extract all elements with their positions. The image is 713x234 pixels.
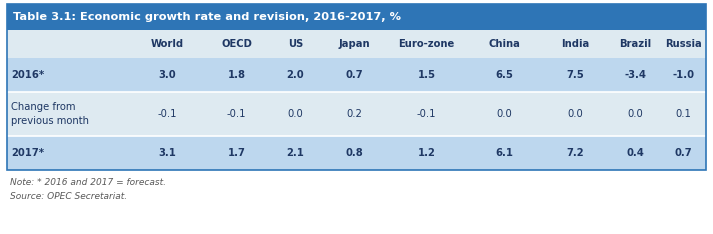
Text: 2.0: 2.0 — [287, 70, 304, 80]
Text: OECD: OECD — [221, 39, 252, 49]
Bar — [7, 4, 706, 170]
Text: -3.4: -3.4 — [625, 70, 647, 80]
Text: -0.1: -0.1 — [417, 109, 436, 119]
Text: 7.2: 7.2 — [566, 148, 584, 158]
Text: 0.0: 0.0 — [287, 109, 303, 119]
Bar — [7, 92, 706, 136]
Text: 0.0: 0.0 — [567, 109, 583, 119]
Text: Japan: Japan — [338, 39, 370, 49]
Text: Note: * 2016 and 2017 = forecast.: Note: * 2016 and 2017 = forecast. — [10, 178, 166, 187]
Text: Euro-zone: Euro-zone — [399, 39, 455, 49]
Text: India: India — [561, 39, 589, 49]
Text: Brazil: Brazil — [620, 39, 652, 49]
Text: 0.7: 0.7 — [345, 70, 363, 80]
Text: 2017*: 2017* — [11, 148, 44, 158]
Text: Change from
previous month: Change from previous month — [11, 102, 89, 126]
Text: 2.1: 2.1 — [287, 148, 304, 158]
Text: 0.8: 0.8 — [345, 148, 363, 158]
Text: 0.2: 0.2 — [346, 109, 362, 119]
Text: 1.8: 1.8 — [227, 70, 245, 80]
Bar — [7, 30, 706, 58]
Bar — [7, 58, 706, 92]
Text: 0.7: 0.7 — [674, 148, 692, 158]
Text: 7.5: 7.5 — [566, 70, 584, 80]
Text: -1.0: -1.0 — [672, 70, 694, 80]
Text: 0.0: 0.0 — [627, 109, 643, 119]
Text: 3.1: 3.1 — [158, 148, 176, 158]
Text: 0.1: 0.1 — [675, 109, 692, 119]
Text: -0.1: -0.1 — [158, 109, 178, 119]
Text: 1.5: 1.5 — [418, 70, 436, 80]
Text: 6.5: 6.5 — [495, 70, 513, 80]
Text: 3.0: 3.0 — [159, 70, 176, 80]
Text: 0.0: 0.0 — [496, 109, 512, 119]
Text: 1.2: 1.2 — [418, 148, 436, 158]
Text: World: World — [151, 39, 184, 49]
Text: -0.1: -0.1 — [227, 109, 246, 119]
Text: China: China — [488, 39, 520, 49]
Text: Russia: Russia — [665, 39, 702, 49]
Text: Table 3.1: Economic growth rate and revision, 2016-2017, %: Table 3.1: Economic growth rate and revi… — [13, 12, 401, 22]
Bar — [7, 4, 706, 30]
Text: 0.4: 0.4 — [627, 148, 645, 158]
Text: Source: OPEC Secretariat.: Source: OPEC Secretariat. — [10, 192, 127, 201]
Text: 2016*: 2016* — [11, 70, 44, 80]
Bar — [7, 136, 706, 170]
Text: 1.7: 1.7 — [227, 148, 245, 158]
Text: 6.1: 6.1 — [495, 148, 513, 158]
Text: US: US — [288, 39, 303, 49]
